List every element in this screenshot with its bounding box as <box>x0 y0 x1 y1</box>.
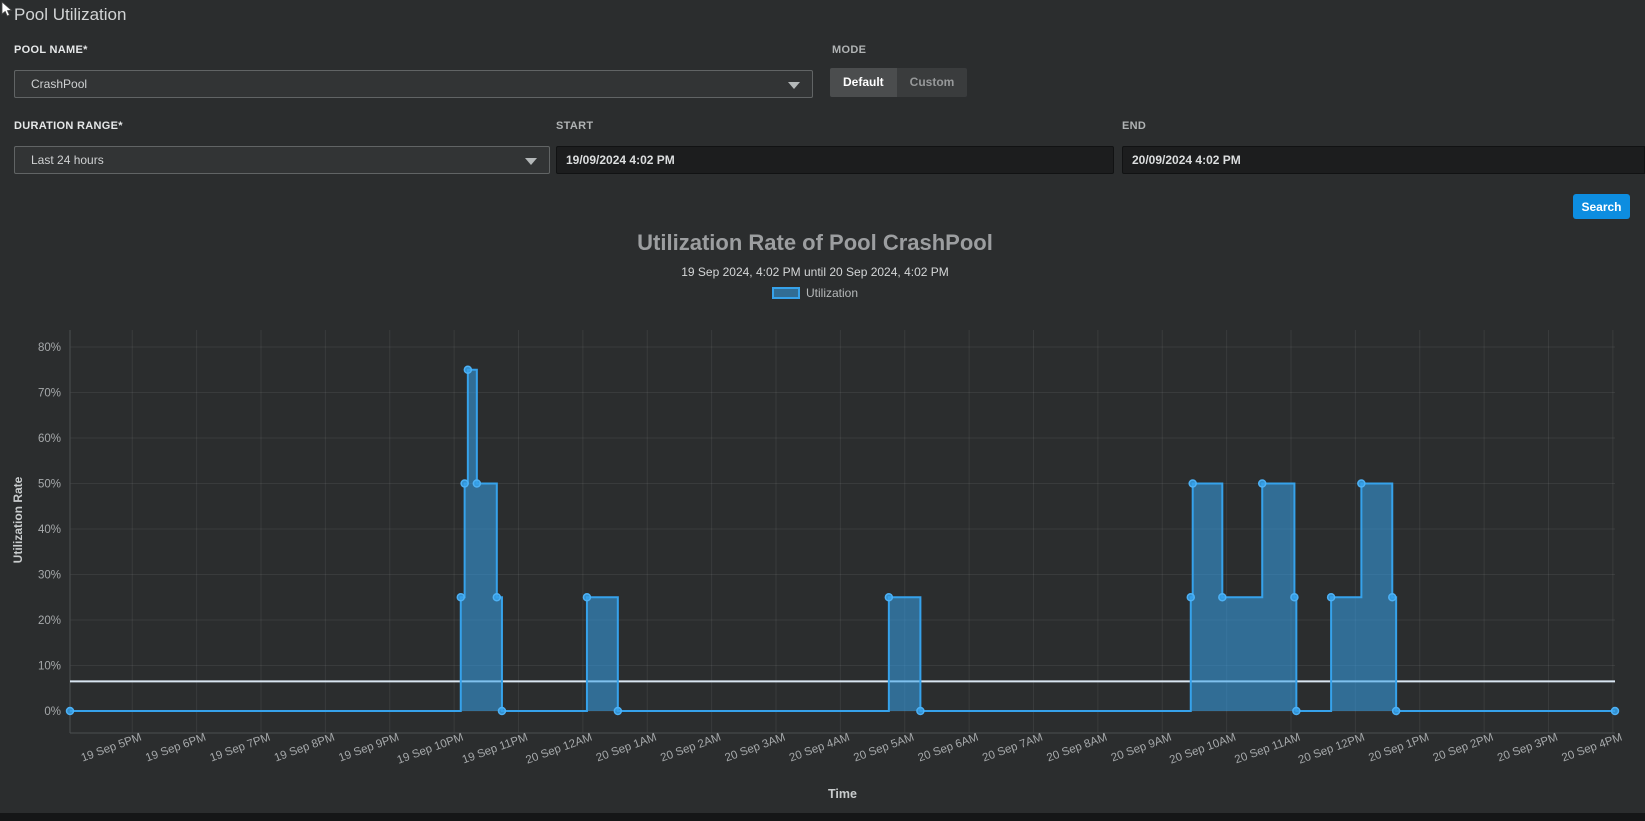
duration-range-value: Last 24 hours <box>31 153 104 167</box>
svg-text:19 Sep 11PM: 19 Sep 11PM <box>461 732 530 767</box>
svg-text:19 Sep 9PM: 19 Sep 9PM <box>337 732 401 765</box>
svg-text:19 Sep 5PM: 19 Sep 5PM <box>80 732 144 765</box>
x-axis-tick-labels: 19 Sep 5PM 19 Sep 6PM 19 Sep 7PM 19 Sep 8PM… <box>80 732 1624 767</box>
svg-text:20 Sep 5AM: 20 Sep 5AM <box>852 732 916 765</box>
x-axis-title: Time <box>828 787 857 801</box>
svg-text:20 Sep 10AM: 20 Sep 10AM <box>1168 732 1238 767</box>
utilization-area <box>70 369 1615 711</box>
svg-text:10%: 10% <box>38 661 61 673</box>
y-axis-title: Utilization Rate <box>11 476 25 563</box>
svg-text:19 Sep 8PM: 19 Sep 8PM <box>273 732 337 765</box>
svg-text:20 Sep 3AM: 20 Sep 3AM <box>723 732 787 765</box>
svg-text:20 Sep 11AM: 20 Sep 11AM <box>1233 732 1302 767</box>
duration-range-select[interactable]: Last 24 hours <box>14 146 550 174</box>
svg-text:20 Sep 9AM: 20 Sep 9AM <box>1110 732 1174 765</box>
svg-text:60%: 60% <box>38 433 61 445</box>
svg-text:20 Sep 1PM: 20 Sep 1PM <box>1367 732 1431 765</box>
bottom-edge-strip <box>0 813 1645 821</box>
svg-text:19 Sep 6PM: 19 Sep 6PM <box>144 732 208 765</box>
chart-gridlines <box>70 330 1615 733</box>
duration-range-label: DURATION RANGE* <box>14 120 123 132</box>
legend-item-utilization[interactable]: Utilization <box>0 286 1630 300</box>
mode-option-default[interactable]: Default <box>830 68 897 97</box>
utilization-points <box>65 365 1620 716</box>
search-button[interactable]: Search <box>1573 194 1630 219</box>
svg-text:20 Sep 2PM: 20 Sep 2PM <box>1432 732 1496 765</box>
svg-text:20 Sep 12AM: 20 Sep 12AM <box>524 732 594 767</box>
start-label: START <box>556 120 594 132</box>
mode-toggle: Default Custom <box>830 68 968 97</box>
svg-text:30%: 30% <box>38 570 61 582</box>
end-datetime-input[interactable]: 20/09/2024 4:02 PM <box>1122 146 1645 174</box>
chart-header: Utilization Rate of Pool CrashPool 19 Se… <box>0 230 1630 300</box>
chart-subtitle: 19 Sep 2024, 4:02 PM until 20 Sep 2024, … <box>681 265 949 279</box>
mode-label: MODE <box>832 44 867 56</box>
chevron-down-icon <box>788 82 800 89</box>
svg-text:20 Sep 8AM: 20 Sep 8AM <box>1045 732 1109 765</box>
end-label: END <box>1122 120 1147 132</box>
pool-name-select[interactable]: CrashPool <box>14 70 813 98</box>
svg-text:20 Sep 1AM: 20 Sep 1AM <box>595 732 659 765</box>
utilization-line <box>70 368 1615 712</box>
chevron-down-icon <box>525 158 537 165</box>
chart-title: Utilization Rate of Pool CrashPool <box>637 230 993 255</box>
svg-text:20 Sep 2AM: 20 Sep 2AM <box>659 732 723 765</box>
pool-name-value: CrashPool <box>31 77 88 91</box>
svg-text:19 Sep 10PM: 19 Sep 10PM <box>396 732 466 767</box>
svg-text:0%: 0% <box>44 706 61 718</box>
svg-text:20 Sep 4PM: 20 Sep 4PM <box>1560 732 1624 765</box>
svg-text:20 Sep 3PM: 20 Sep 3PM <box>1496 732 1560 765</box>
svg-text:20 Sep 6AM: 20 Sep 6AM <box>917 732 981 765</box>
svg-text:80%: 80% <box>38 342 61 354</box>
svg-text:40%: 40% <box>38 524 61 536</box>
svg-text:50%: 50% <box>38 479 61 491</box>
mode-option-custom[interactable]: Custom <box>896 68 968 97</box>
legend-label: Utilization <box>805 286 859 300</box>
svg-text:70%: 70% <box>38 388 61 400</box>
page-title: Pool Utilization <box>14 5 127 24</box>
start-datetime-input[interactable]: 19/09/2024 4:02 PM <box>556 146 1114 174</box>
svg-text:20 Sep 4AM: 20 Sep 4AM <box>788 732 852 765</box>
svg-text:19 Sep 7PM: 19 Sep 7PM <box>208 732 272 765</box>
svg-text:20 Sep 7AM: 20 Sep 7AM <box>981 732 1045 765</box>
chart-axes <box>69 330 1615 734</box>
pool-name-label: POOL NAME* <box>14 44 88 56</box>
svg-text:20 Sep 12PM: 20 Sep 12PM <box>1297 732 1367 767</box>
mouse-cursor <box>1 1 13 17</box>
svg-text:20%: 20% <box>38 615 61 627</box>
utilization-chart-plot[interactable]: 0%10%20%30%40%50%60%70%80%19 Sep 5PM 19 S… <box>0 312 1645 821</box>
y-axis-tick-labels: 0% 10% 20% 30% 40% 50% 60% 70% 80% <box>38 342 61 718</box>
legend-swatch-utilization <box>771 287 800 299</box>
